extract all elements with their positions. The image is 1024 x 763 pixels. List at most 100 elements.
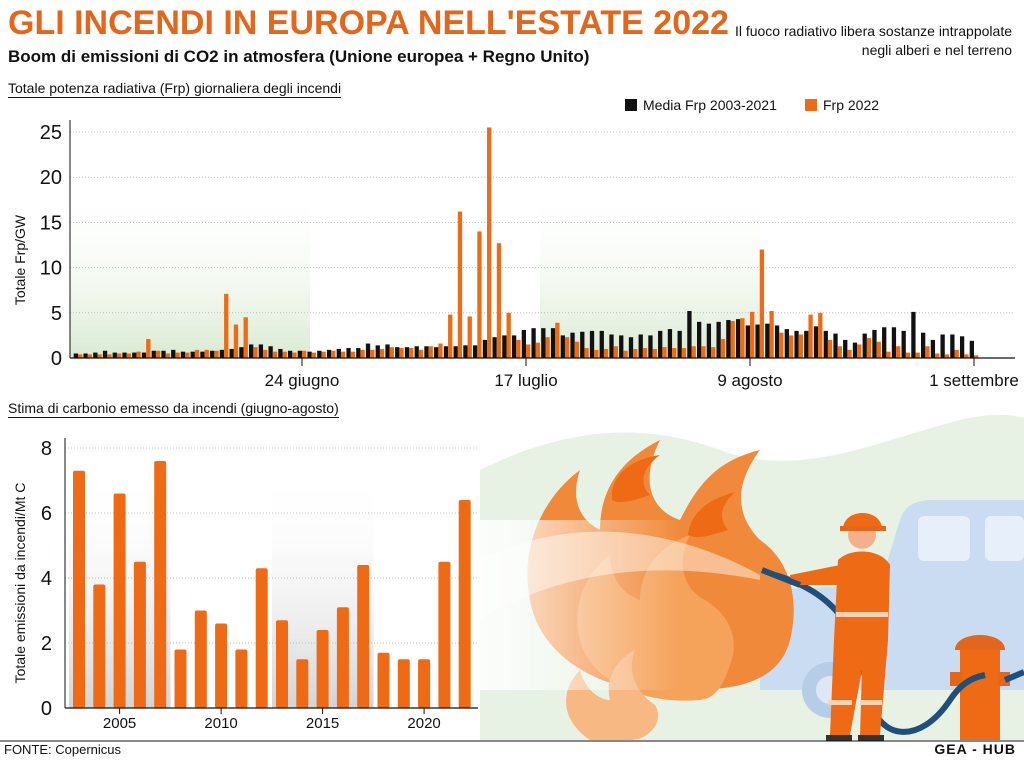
bar-frp-2022: [194, 349, 200, 358]
bar-frp-mean: [843, 339, 848, 358]
bar-emissions: [215, 623, 228, 708]
bar-frp-2022: [759, 249, 765, 358]
bar-frp-2022: [185, 352, 190, 358]
bar-frp-mean: [687, 310, 692, 358]
bar-frp-2022: [788, 335, 794, 358]
bar-frp-2022: [418, 349, 424, 358]
bar-frp-mean: [424, 346, 429, 358]
bar-frp-mean: [959, 336, 965, 358]
bar-frp-mean: [375, 345, 380, 358]
bar-frp-mean: [706, 323, 712, 358]
legend-label-2022: Frp 2022: [823, 97, 879, 113]
bar-frp-mean: [911, 311, 916, 358]
bar-frp-2022: [974, 355, 979, 358]
legend-swatch-mean: [625, 99, 637, 111]
bar-emissions: [336, 607, 349, 708]
bar-frp-mean: [852, 342, 858, 358]
x-tick-label: 24 giugno: [265, 371, 340, 390]
bar-emissions: [174, 649, 187, 708]
bar-frp-mean: [921, 332, 926, 358]
legend-label-mean: Media Frp 2003-2021: [643, 97, 777, 113]
y-tick-label: 6: [41, 503, 52, 525]
bar-frp-2022: [827, 339, 833, 358]
bar-frp-mean: [628, 337, 634, 358]
bar-frp-2022: [642, 348, 648, 358]
bar-frp-2022: [487, 127, 492, 358]
bar-frp-mean: [210, 350, 215, 358]
y-tick-label: 2: [41, 633, 52, 655]
bar-frp-2022: [691, 346, 696, 358]
bar-frp-mean: [93, 352, 98, 358]
bar-frp-mean: [307, 351, 312, 358]
bar-frp-mean: [73, 353, 78, 358]
bar-frp-2022: [574, 341, 579, 358]
y-tick-label: 0: [41, 698, 52, 720]
bar-emissions: [397, 659, 410, 708]
bar-frp-2022: [146, 339, 151, 358]
bar-frp-mean: [765, 323, 770, 358]
bar-frp-2022: [896, 346, 901, 358]
y-axis-label: Totale emissioni da incendi/Mt C: [12, 483, 28, 684]
bar-frp-2022: [808, 314, 813, 358]
bar-frp-mean: [755, 324, 760, 358]
y-tick-label: 8: [41, 438, 52, 460]
y-axis-label: Totale Frp/GW: [12, 214, 28, 305]
bar-emissions: [73, 470, 85, 708]
bar-frp-mean: [735, 319, 741, 358]
bar-frp-mean: [521, 329, 526, 358]
bar-frp-2022: [214, 350, 219, 358]
bar-frp-2022: [730, 320, 735, 358]
bar-frp-2022: [253, 347, 258, 358]
bar-emissions: [235, 649, 248, 708]
bar-frp-mean: [482, 339, 488, 358]
bar-frp-mean: [550, 328, 556, 358]
bar-frp-mean: [83, 353, 88, 358]
bar-frp-mean: [297, 350, 302, 358]
bar-frp-mean: [716, 321, 721, 358]
y-tick-label: 5: [51, 303, 62, 325]
bar-frp-mean: [969, 340, 974, 358]
bar-frp-mean: [336, 348, 341, 358]
bar-frp-mean: [891, 327, 897, 358]
bar-frp-2022: [866, 338, 872, 358]
bar-emissions: [458, 500, 471, 708]
bar-frp-mean: [570, 332, 575, 358]
bar-frp-2022: [506, 312, 511, 358]
bar-frp-mean: [132, 352, 137, 358]
bar-frp-2022: [672, 348, 677, 358]
bar-frp-mean: [229, 348, 234, 358]
bar-frp-2022: [935, 353, 940, 358]
bar-frp-mean: [813, 326, 819, 358]
agency-credit: GEA - HUB: [934, 741, 1016, 757]
bar-frp-mean: [141, 352, 147, 358]
bar-frp-mean: [648, 335, 653, 358]
bar-frp-2022: [467, 316, 472, 358]
y-tick-label: 25: [40, 122, 62, 144]
bar-frp-mean: [404, 347, 410, 358]
bar-frp-2022: [584, 348, 589, 358]
bar-frp-2022: [496, 243, 502, 358]
bar-frp-mean: [619, 335, 624, 358]
frp-chart: 0 5 10 15 20 25 24 giugno 17 luglio 9 agosto 1 se…: [12, 97, 1019, 390]
bar-frp-2022: [526, 344, 531, 358]
x-tick-label: 17 luglio: [494, 371, 557, 390]
emissions-chart: 0 2 4 6 8 2005 2010 2015 2020 Totale emissioni da…: [0, 438, 1024, 742]
bar-frp-mean: [560, 335, 565, 358]
bar-frp-2022: [155, 350, 161, 358]
bar-frp-mean: [326, 349, 332, 358]
bar-frp-2022: [944, 354, 950, 358]
bar-frp-2022: [165, 353, 170, 358]
bar-frp-2022: [886, 351, 891, 358]
emissions-section-label: Stima di carbonio emesso da incendi (giu…: [8, 400, 339, 418]
bar-frp-mean: [677, 330, 682, 358]
x-tick-label: 2010: [204, 715, 237, 732]
bar-frp-2022: [438, 343, 443, 358]
bar-frp-mean: [541, 328, 546, 358]
bar-frp-mean: [794, 330, 799, 358]
bar-frp-2022: [594, 349, 599, 358]
bar-frp-mean: [745, 325, 750, 358]
bar-frp-2022: [652, 348, 657, 358]
bar-frp-mean: [511, 335, 517, 358]
bar-frp-2022: [837, 346, 842, 358]
bar-frp-2022: [428, 346, 433, 358]
